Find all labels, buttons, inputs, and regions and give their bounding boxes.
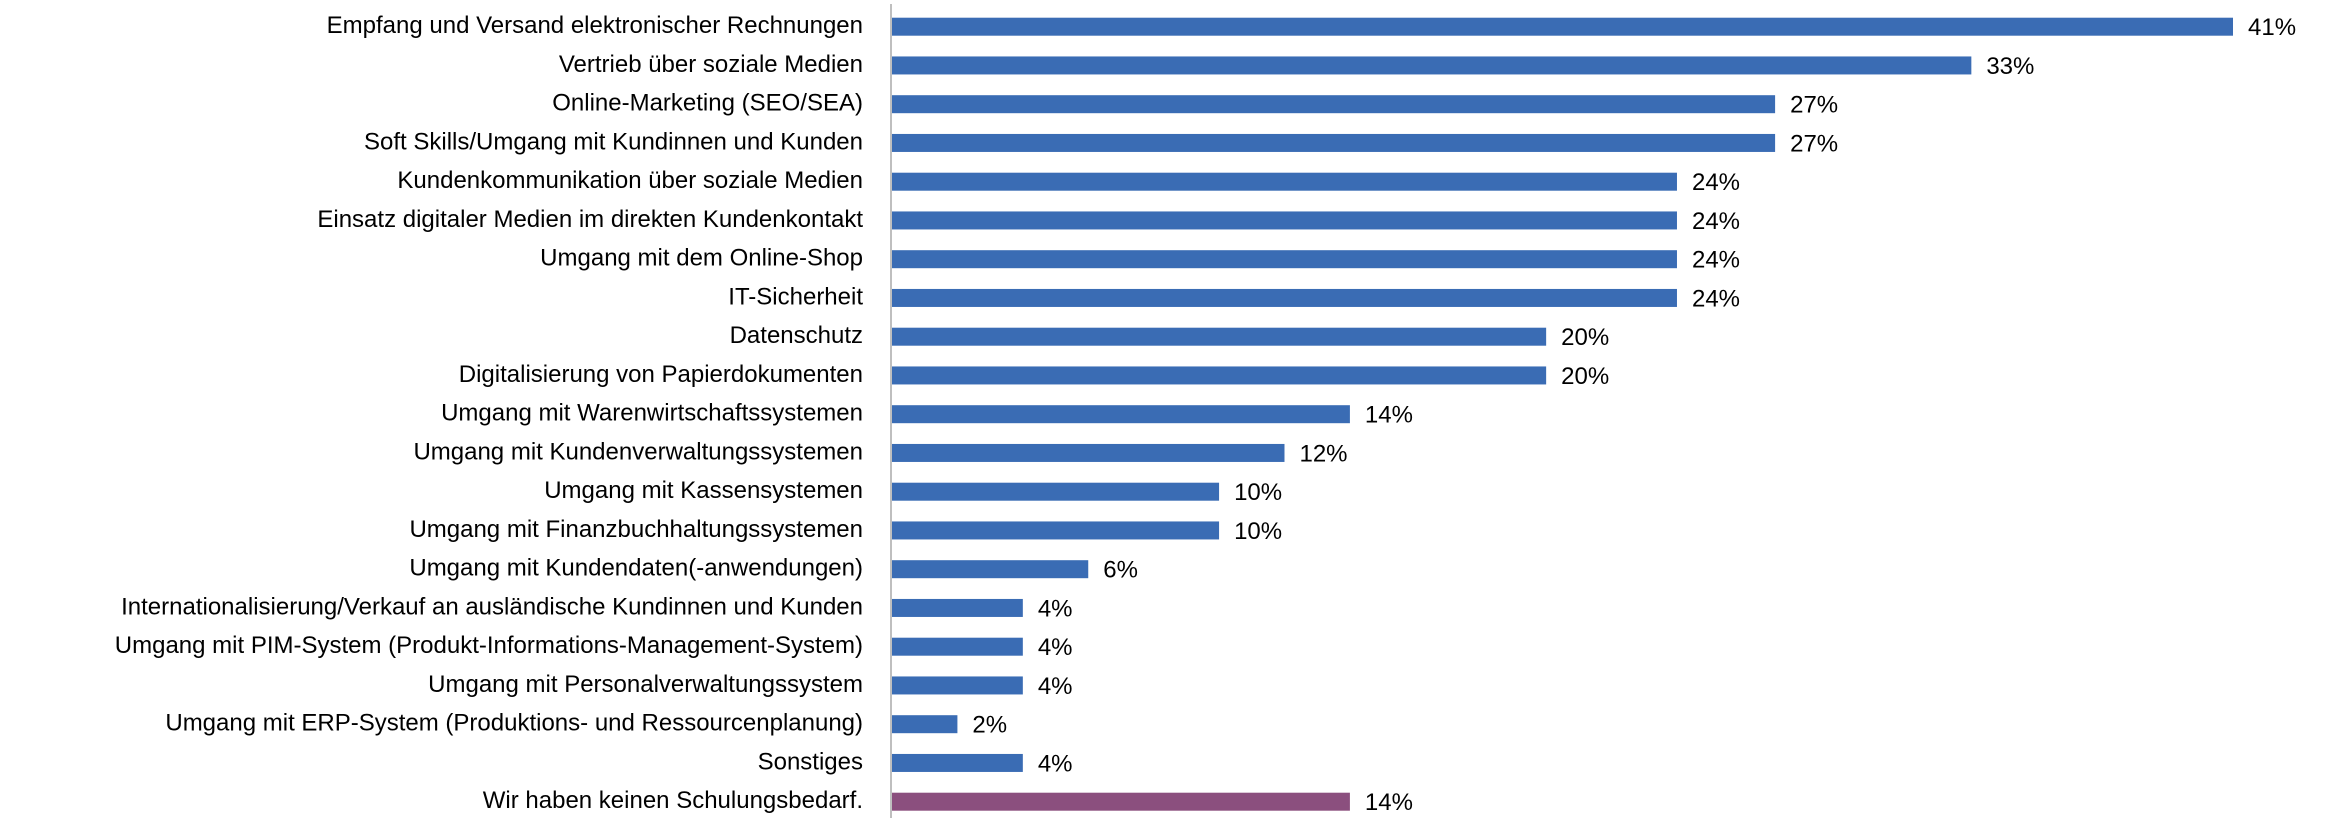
value-label: 24% [1692,247,1740,274]
value-label: 24% [1692,208,1740,235]
bar [892,133,1776,152]
bar [892,676,1023,695]
value-label: 4% [1038,634,1073,661]
bar [892,521,1220,540]
value-label: 4% [1038,595,1073,622]
bar [892,405,1350,424]
bar [892,172,1677,191]
category-label: Umgang mit Kundenverwaltungssystemen [413,438,863,465]
category-label: Soft Skills/Umgang mit Kundinnen und Kun… [364,128,863,155]
bar [892,560,1089,579]
category-label: Umgang mit Kundendaten(-anwendungen) [409,555,863,582]
bar [892,95,1776,114]
bar [892,598,1023,617]
category-label: Vertrieb über soziale Medien [559,51,863,78]
value-label: 27% [1790,92,1838,119]
value-label: 14% [1365,789,1413,816]
value-label: 20% [1561,363,1609,390]
category-label: Online-Marketing (SEO/SEA) [552,90,863,117]
value-label: 20% [1561,324,1609,351]
category-label: Internationalisierung/Verkauf an ausländ… [121,593,863,620]
bar [892,250,1677,269]
category-label: Digitalisierung von Papierdokumenten [459,361,863,388]
category-label: Umgang mit Finanzbuchhaltungssystemen [409,516,863,543]
bar [892,753,1023,772]
bar [892,482,1220,501]
value-label: 27% [1790,130,1838,157]
category-label: Umgang mit Kassensystemen [544,477,863,504]
bar [892,443,1285,462]
category-label: Einsatz digitaler Medien im direkten Kun… [317,206,863,233]
bar [892,366,1547,385]
value-label: 2% [972,712,1007,739]
category-label: IT-Sicherheit [728,283,863,310]
category-label: Kundenkommunikation über soziale Medien [397,167,863,194]
bar [892,17,2233,36]
value-label: 24% [1692,285,1740,312]
category-label: Sonstiges [758,748,863,775]
value-label: 4% [1038,673,1073,700]
category-label: Empfang und Versand elektronischer Rechn… [327,12,863,39]
bar [892,327,1547,346]
bar [892,211,1677,230]
value-label: 12% [1299,440,1347,467]
value-label: 4% [1038,750,1073,777]
value-label: 33% [1986,53,2034,80]
bar [892,288,1677,307]
category-label: Umgang mit dem Online-Shop [540,245,863,272]
category-label: Umgang mit Personalverwaltungssystem [428,671,863,698]
category-label: Umgang mit ERP-System (Produktions- und … [165,710,863,737]
bar [892,792,1350,811]
bar [892,715,958,734]
value-label: 41% [2248,14,2296,41]
category-label: Umgang mit Warenwirtschaftssystemen [441,400,863,427]
value-label: 6% [1103,557,1138,584]
value-label: 24% [1692,169,1740,196]
value-label: 10% [1234,518,1282,545]
value-label: 10% [1234,479,1282,506]
bar [892,56,1972,75]
category-label: Wir haben keinen Schulungsbedarf. [483,787,863,814]
category-label: Umgang mit PIM-System (Produkt-Informati… [115,632,863,659]
category-label: Datenschutz [730,322,863,349]
value-label: 14% [1365,402,1413,429]
bar [892,637,1023,656]
